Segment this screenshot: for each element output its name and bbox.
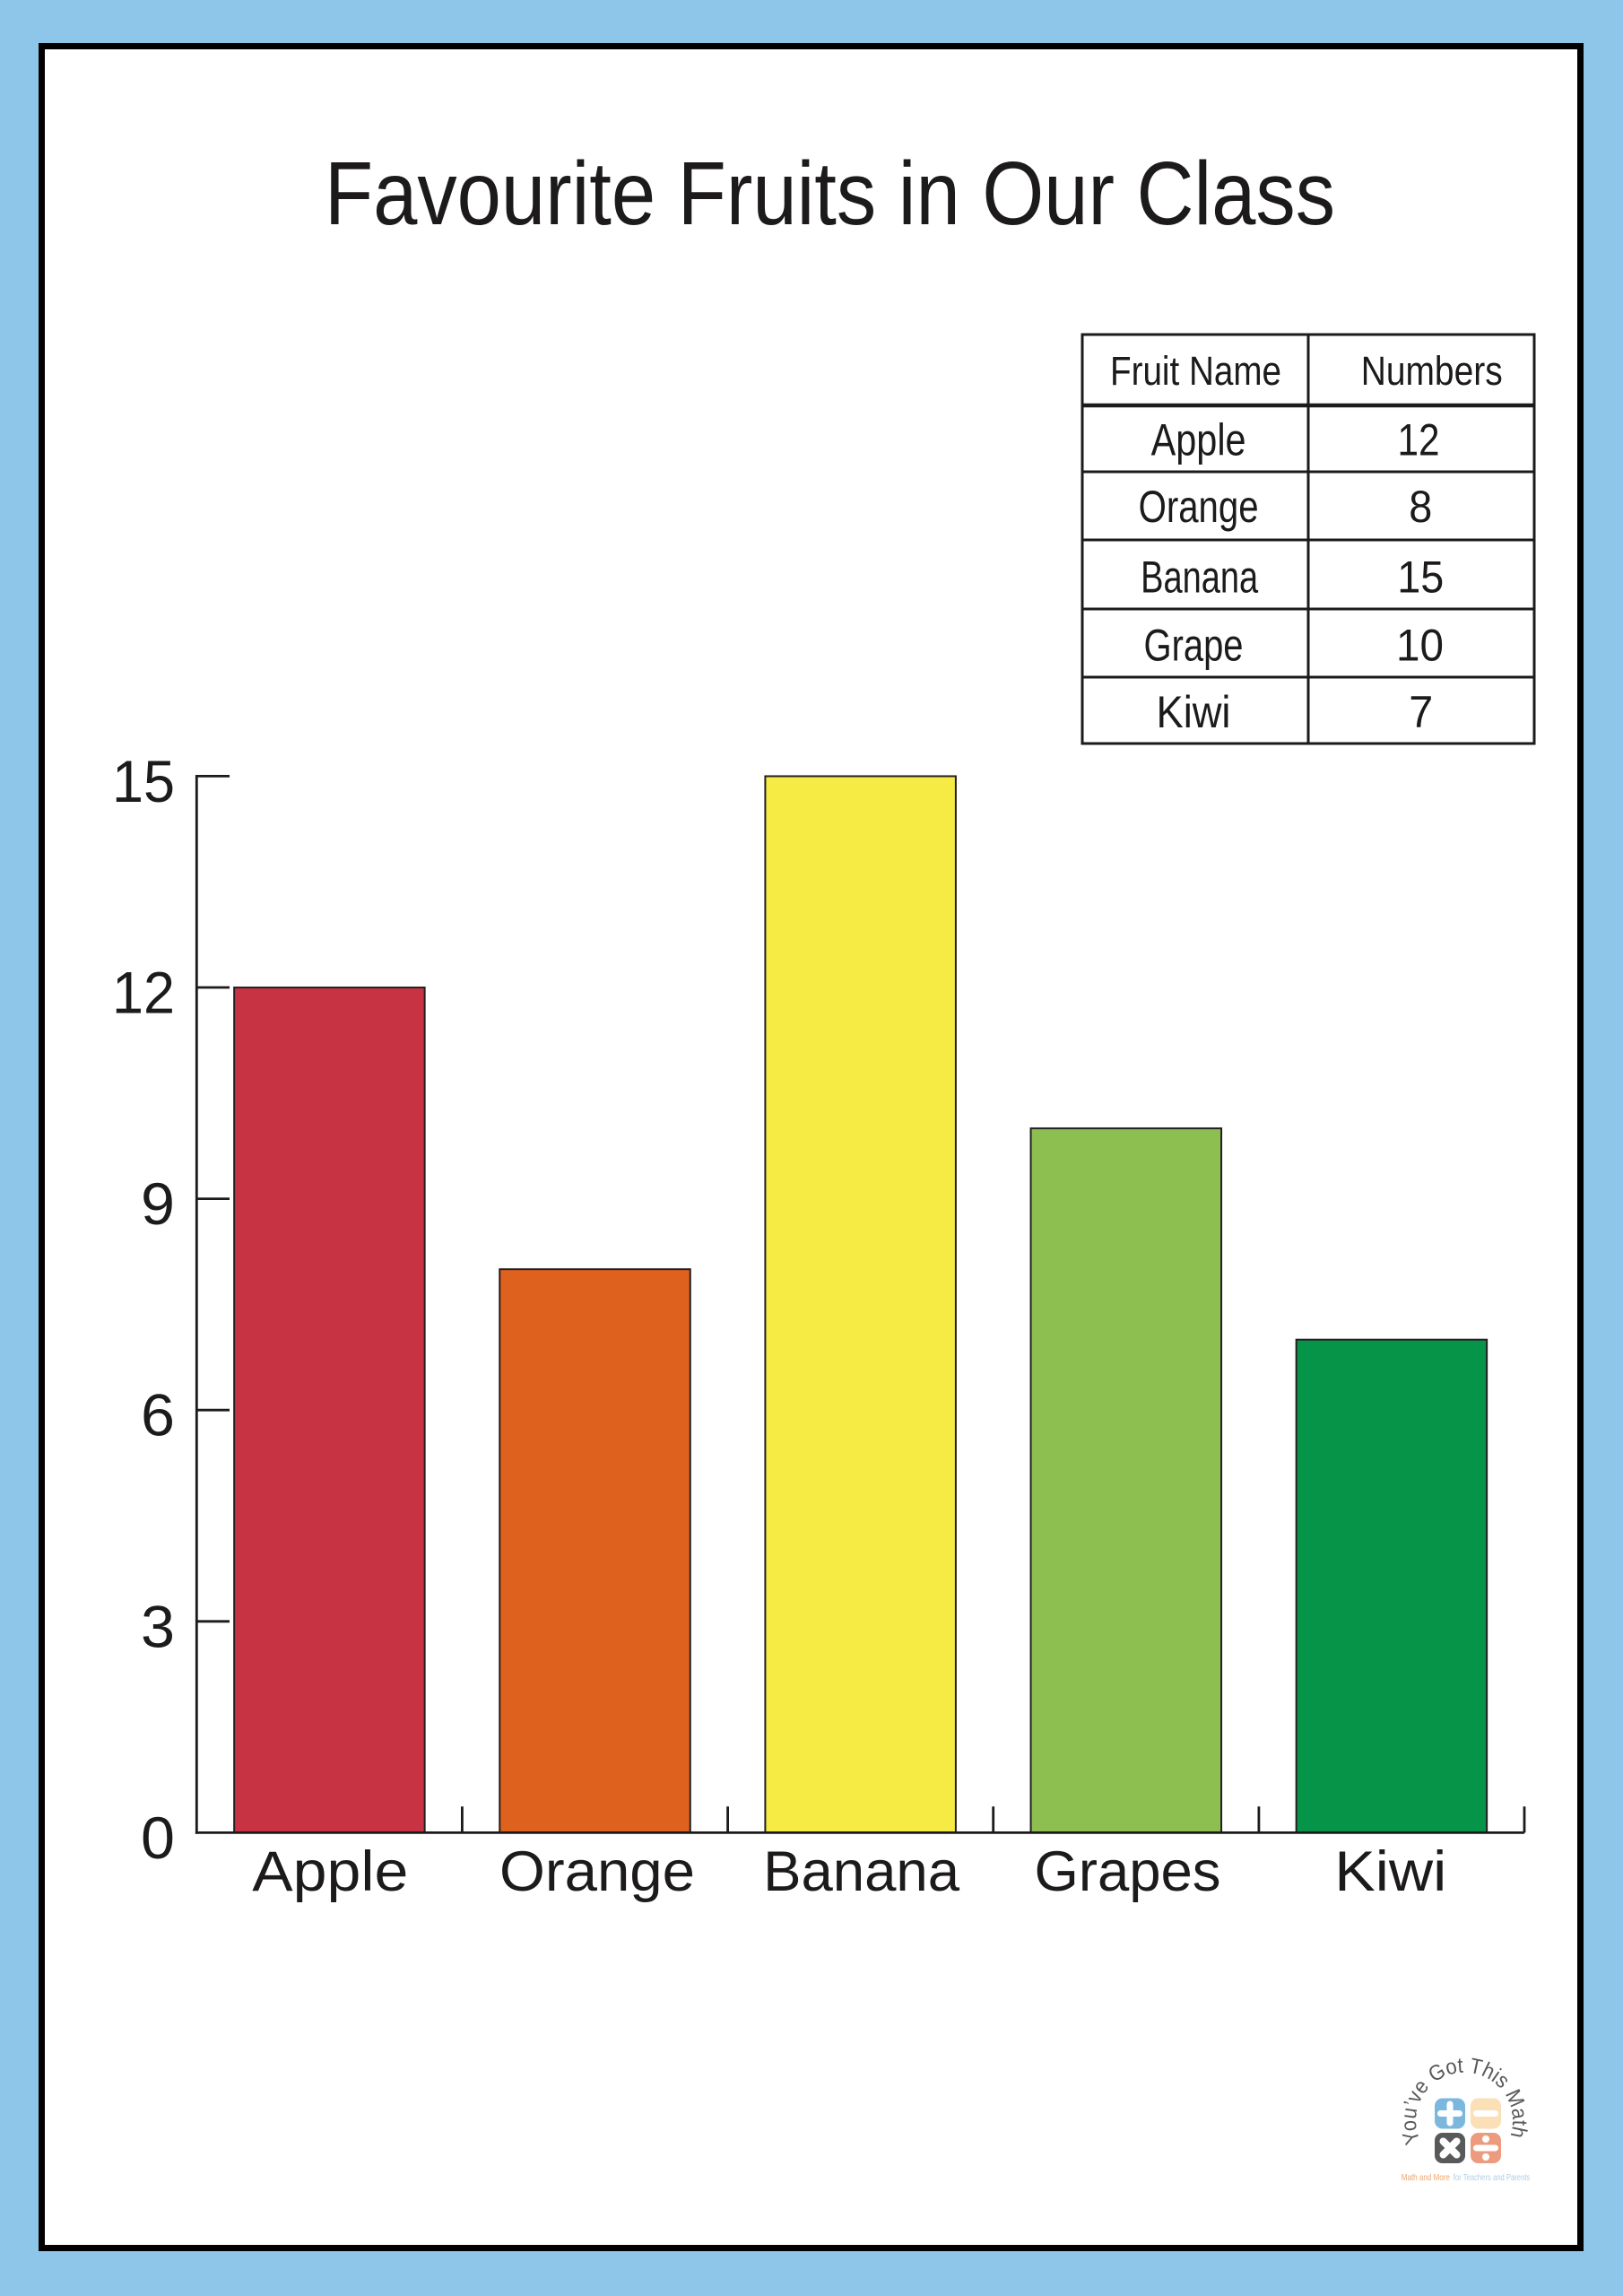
svg-text:Favourite Fruits in Our Class: Favourite Fruits in Our Class — [325, 144, 1335, 244]
svg-text:0: 0 — [141, 1805, 175, 1871]
svg-text:6: 6 — [141, 1382, 175, 1448]
svg-text:Apple: Apple — [252, 1840, 408, 1903]
svg-text:10: 10 — [1396, 621, 1444, 671]
svg-text:Orange: Orange — [499, 1840, 695, 1903]
svg-text:12: 12 — [112, 960, 175, 1026]
svg-text:9: 9 — [141, 1170, 175, 1237]
svg-text:Grape: Grape — [1144, 621, 1244, 671]
svg-text:Banana: Banana — [763, 1840, 960, 1903]
svg-text:15: 15 — [1397, 552, 1444, 602]
svg-text:for Teachers and Parents: for Teachers and Parents — [1454, 2172, 1531, 2183]
svg-text:Fruit Name: Fruit Name — [1110, 348, 1281, 394]
svg-text:Grapes: Grapes — [1035, 1840, 1221, 1903]
svg-text:Kiwi: Kiwi — [1334, 1840, 1446, 1903]
svg-text:7: 7 — [1409, 687, 1433, 737]
svg-text:Numbers: Numbers — [1361, 348, 1503, 394]
svg-text:3: 3 — [141, 1593, 175, 1659]
svg-text:Banana: Banana — [1141, 552, 1258, 602]
svg-text:15: 15 — [112, 748, 175, 814]
svg-text:Orange: Orange — [1139, 482, 1259, 532]
svg-text:Kiwi: Kiwi — [1157, 687, 1231, 737]
svg-text:Apple: Apple — [1151, 414, 1246, 465]
svg-text:8: 8 — [1409, 482, 1432, 532]
svg-text:Math and More: Math and More — [1402, 2172, 1450, 2183]
svg-text:12: 12 — [1398, 414, 1440, 465]
